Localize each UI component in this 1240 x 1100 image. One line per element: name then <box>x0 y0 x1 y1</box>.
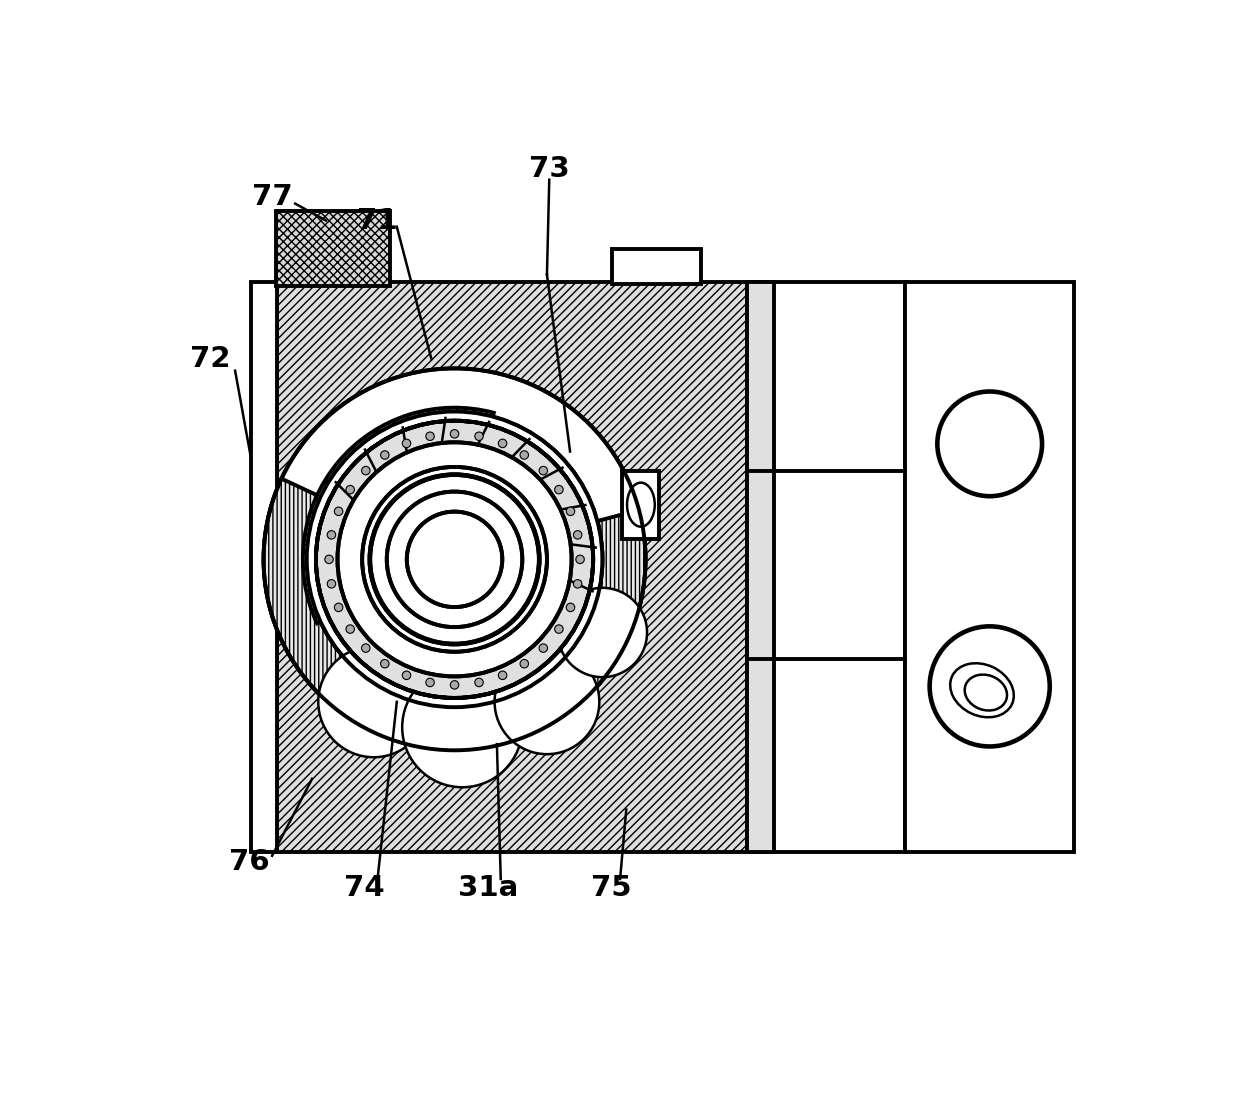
Circle shape <box>402 667 522 788</box>
Circle shape <box>930 626 1050 747</box>
Circle shape <box>520 451 528 459</box>
Text: 77: 77 <box>252 184 293 211</box>
Circle shape <box>554 625 563 634</box>
Circle shape <box>407 512 502 607</box>
Circle shape <box>309 412 601 706</box>
Wedge shape <box>303 408 494 624</box>
Circle shape <box>335 507 342 516</box>
Text: 31a: 31a <box>458 874 518 902</box>
Circle shape <box>567 603 575 612</box>
Circle shape <box>387 492 522 627</box>
Bar <box>278 282 748 852</box>
Text: 75: 75 <box>590 874 631 902</box>
Circle shape <box>402 439 410 448</box>
Bar <box>277 210 389 286</box>
Circle shape <box>558 587 647 678</box>
Circle shape <box>362 466 370 475</box>
Circle shape <box>573 530 582 539</box>
Circle shape <box>498 671 507 680</box>
Bar <box>748 282 905 852</box>
Circle shape <box>937 392 1042 496</box>
Circle shape <box>475 432 484 440</box>
Circle shape <box>539 644 548 652</box>
Circle shape <box>325 556 334 563</box>
Circle shape <box>573 580 582 588</box>
Circle shape <box>475 679 484 686</box>
Bar <box>748 282 774 852</box>
Wedge shape <box>264 478 646 750</box>
Text: 71: 71 <box>357 207 398 234</box>
Text: 72: 72 <box>190 345 231 373</box>
Circle shape <box>425 432 434 440</box>
Text: 76: 76 <box>228 848 269 876</box>
Circle shape <box>306 411 603 707</box>
Circle shape <box>346 625 355 634</box>
Circle shape <box>337 442 572 676</box>
Circle shape <box>346 485 355 494</box>
Circle shape <box>327 580 336 588</box>
Circle shape <box>370 475 539 645</box>
Circle shape <box>327 530 336 539</box>
Circle shape <box>554 485 563 494</box>
Text: 73: 73 <box>529 155 569 183</box>
Bar <box>613 249 701 284</box>
Text: 74: 74 <box>345 874 384 902</box>
Circle shape <box>402 671 410 680</box>
Circle shape <box>337 442 572 676</box>
Circle shape <box>498 439 507 448</box>
Bar <box>250 282 278 852</box>
Circle shape <box>319 647 429 757</box>
Circle shape <box>425 679 434 686</box>
Circle shape <box>335 603 342 612</box>
Circle shape <box>539 466 548 475</box>
Circle shape <box>316 420 593 698</box>
Bar <box>748 282 774 852</box>
Bar <box>622 471 660 539</box>
Circle shape <box>575 556 584 563</box>
Circle shape <box>362 466 547 651</box>
Bar <box>905 282 1074 852</box>
Circle shape <box>495 649 599 755</box>
Circle shape <box>381 660 389 668</box>
Ellipse shape <box>627 483 655 527</box>
Circle shape <box>381 451 389 459</box>
Circle shape <box>362 644 370 652</box>
Circle shape <box>264 368 646 750</box>
Circle shape <box>450 681 459 689</box>
Circle shape <box>450 430 459 438</box>
Circle shape <box>520 660 528 668</box>
Circle shape <box>567 507 575 516</box>
